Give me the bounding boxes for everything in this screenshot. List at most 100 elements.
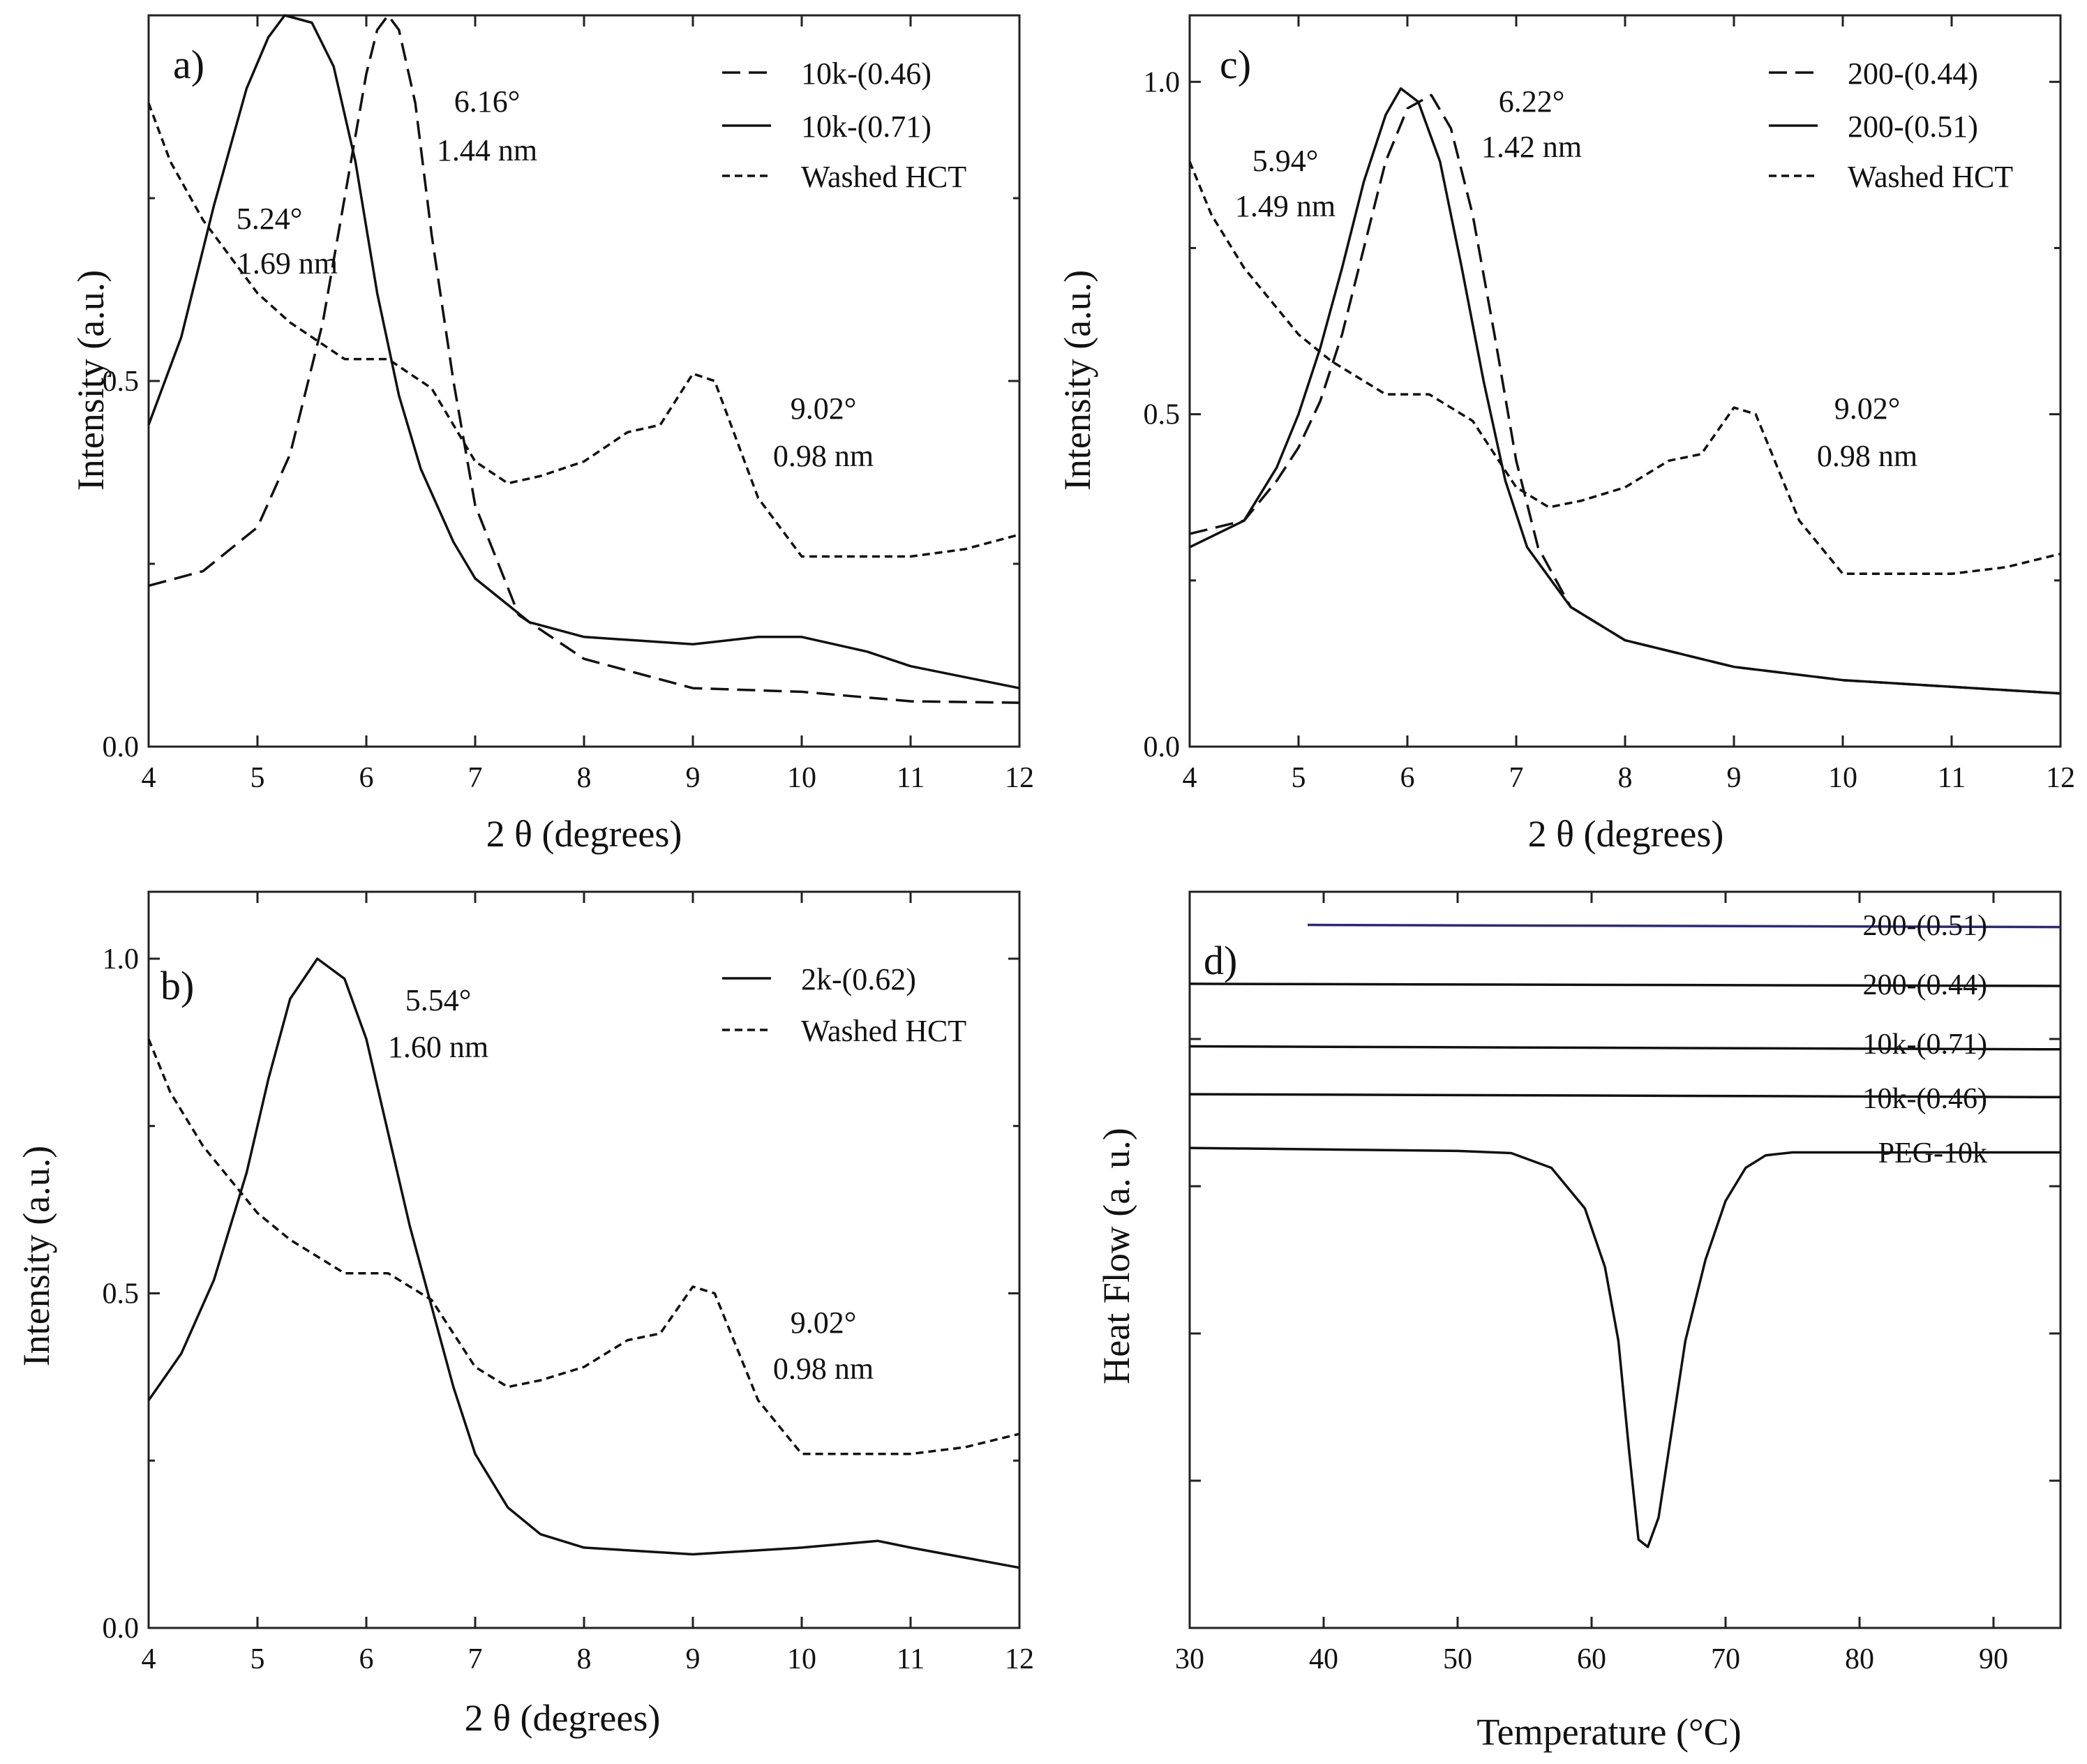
- panel-a: 4 5 6 7 8 9 10 11 12 0.0 0.5 a) 2 θ (degrees) Int…: [70, 14, 1034, 855]
- panel-d-series: [1189, 923, 2061, 1548]
- panel-c-legend-label-2: 200-(0.51): [1848, 110, 1978, 144]
- panel-c-legend-label-3: Washed HCT: [1848, 160, 2013, 194]
- panel-c-xtick-label-8: 12: [2046, 762, 2075, 794]
- panel-a-legend-label-2: 10k-(0.71): [801, 110, 932, 144]
- panel-d: 30 40 50 60 70 80 90 d) Temperature (°C) Heat …: [1095, 890, 2062, 1753]
- panel-a-xtick-label-1: 5: [250, 762, 265, 794]
- panel-a-annotation-3-line1: 9.02°: [791, 391, 857, 426]
- panel-a-yticks: 0.0 0.5: [103, 14, 1019, 763]
- panel-c-series: [1188, 87, 2061, 695]
- panel-a-legend-label-1: 10k-(0.46): [801, 57, 932, 91]
- panel-a-annotation-2-line2: 1.44 nm: [437, 133, 537, 167]
- panel-c-xtick-label-0: 4: [1183, 762, 1197, 794]
- panel-a-series-10k-0-71: [147, 14, 1020, 689]
- panel-b-xlabel: 2 θ (degrees): [465, 1697, 661, 1739]
- panel-c-ytick-label-0: 0.0: [1144, 731, 1181, 763]
- panel-a-ylabel: Intensity (a.u.): [70, 270, 112, 491]
- panel-b-xtick-label-2: 6: [359, 1643, 374, 1675]
- panel-b-frame: [147, 890, 1021, 1629]
- panel-b-xtick-label-4: 8: [577, 1643, 592, 1675]
- panel-b-ytick-label-1: 0.5: [103, 1278, 140, 1310]
- panel-a-annotation-1-line1: 5.24°: [237, 202, 303, 236]
- panel-b-series: [147, 957, 1020, 1569]
- panel-b-series-washed-hct: [147, 1038, 1020, 1456]
- panel-a-series-10k-0-46: [148, 14, 1020, 704]
- panel-c-xticks: 4 5 6 7 8 9 10 11 12: [1183, 15, 2075, 794]
- panel-a-annotation-1-line2: 1.69 nm: [237, 246, 338, 281]
- panel-b-annotation-1-line1: 5.54°: [405, 983, 472, 1017]
- panel-a-xtick-label-3: 7: [468, 762, 483, 794]
- panel-d-series-200-0-51: [1307, 923, 2061, 929]
- panel-b-xtick-label-0: 4: [142, 1643, 156, 1675]
- panel-b-annotation-2-line2: 0.98 nm: [773, 1352, 874, 1386]
- panel-b-ytick-label-2: 1.0: [103, 943, 140, 976]
- panel-d-series-10k-0-71: [1189, 1045, 2061, 1051]
- panel-c-ylabel: Intensity (a.u.): [1056, 270, 1098, 491]
- panel-d-xticks: 30 40 50 60 70 80 90: [1175, 892, 2008, 1675]
- panel-b-label: b): [160, 963, 194, 1008]
- panel-c-series-washed-hct: [1188, 160, 2061, 576]
- panel-a-xtick-label-5: 9: [686, 762, 701, 794]
- panel-b-xtick-label-1: 5: [250, 1643, 265, 1675]
- panel-a-legend-label-3: Washed HCT: [801, 160, 966, 194]
- panel-a-annotation-2-line1: 6.16°: [454, 84, 521, 119]
- panel-d-ylabel: Heat Flow (a. u.): [1095, 1128, 1137, 1384]
- panel-a-ytick-label-1: 0.5: [103, 366, 140, 398]
- panel-c-yticks: 0.0 0.5 1.0: [1144, 66, 2060, 763]
- panel-c: 4 5 6 7 8 9 10 11 12 0.00.51.0 c) 2 θ (degrees) …: [1056, 14, 2075, 855]
- panel-d-label: d): [1204, 938, 1237, 983]
- panel-d-label-200-044: 200-(0.44): [1863, 969, 1987, 1001]
- panel-d-series-peg-10k: [1189, 1146, 2060, 1548]
- panel-a-annotation-3-line2: 0.98 nm: [773, 439, 874, 473]
- panel-a-label: a): [173, 42, 204, 87]
- panel-b-xtick-label-6: 10: [787, 1643, 816, 1675]
- panel-a-xtick-label-6: 10: [787, 762, 816, 794]
- panel-c-series-200-0-51: [1189, 87, 2061, 695]
- panel-b-yticks: 0.0 0.5 1.0: [103, 943, 1019, 1645]
- panel-a-xtick-label-2: 6: [359, 762, 374, 794]
- panel-a-xtick-label-7: 11: [897, 762, 925, 794]
- panel-b-xticks: 4 5 6 7 8 9 10 11 12: [142, 892, 1034, 1675]
- panel-c-xtick-label-2: 6: [1400, 762, 1415, 794]
- panel-b-xtick-label-7: 11: [897, 1643, 925, 1675]
- panel-d-xtick-label-1: 40: [1309, 1643, 1338, 1675]
- panel-d-label-200-051: 200-(0.51): [1863, 910, 1987, 942]
- panel-d-xlabel: Temperature (°C): [1476, 1711, 1741, 1753]
- panel-d-label-peg-10k: PEG-10k: [1878, 1137, 1987, 1169]
- panel-c-annotation-3-line1: 9.02°: [1834, 391, 1901, 426]
- panel-b-series-2k-0-62: [147, 957, 1020, 1569]
- panel-c-annotation-1-line1: 5.94°: [1252, 144, 1319, 178]
- panel-c-annotation-1-line2: 1.49 nm: [1235, 189, 1336, 223]
- panel-b: 4 5 6 7 8 9 10 11 12 0.00.51.0 b) 2 θ (degrees) …: [15, 890, 1034, 1739]
- panel-a-series: [147, 14, 1020, 704]
- panel-a-series-washed-hct: [147, 103, 1020, 558]
- panel-c-label: c): [1220, 42, 1251, 87]
- panel-c-ytick-label-1: 0.5: [1144, 399, 1181, 431]
- panel-d-label-10k-071: 10k-(0.71): [1863, 1029, 1987, 1061]
- panel-d-frame: [1188, 890, 2062, 1629]
- panel-d-xtick-label-5: 80: [1845, 1643, 1874, 1675]
- panel-c-xtick-label-7: 11: [1938, 762, 1966, 794]
- panel-b-xtick-label-5: 9: [686, 1643, 701, 1675]
- panel-d-label-10k-046: 10k-(0.46): [1863, 1083, 1987, 1115]
- panel-c-xtick-label-4: 8: [1618, 762, 1633, 794]
- panel-d-yticks: [1190, 890, 2060, 1482]
- panel-a-xtick-label-4: 8: [577, 762, 592, 794]
- panel-b-ytick-label-0: 0.0: [103, 1613, 140, 1645]
- panel-d-xtick-label-6: 90: [1979, 1643, 2008, 1675]
- panel-c-legend-label-1: 200-(0.44): [1848, 57, 1978, 91]
- panel-c-xtick-label-3: 7: [1509, 762, 1524, 794]
- panel-c-xtick-label-5: 9: [1727, 762, 1742, 794]
- panel-b-ylabel: Intensity (a.u.): [15, 1146, 57, 1366]
- panel-b-annotation-2-line1: 9.02°: [791, 1306, 857, 1340]
- panel-c-annotation-2-line1: 6.22°: [1499, 84, 1565, 119]
- panel-b-annotation-1-line2: 1.60 nm: [388, 1030, 488, 1064]
- panel-b-legend-label-1: 2k-(0.62): [801, 962, 916, 996]
- panel-d-series-200-0-44: [1189, 982, 2061, 987]
- panel-a-xtick-label-0: 4: [142, 762, 156, 794]
- panel-a-xticks: 4 5 6 7 8 9 10 11 12: [142, 15, 1034, 794]
- panel-c-ytick-label-2: 1.0: [1144, 66, 1181, 98]
- panel-d-xtick-label-3: 60: [1577, 1643, 1606, 1675]
- panel-c-xtick-label-1: 5: [1292, 762, 1306, 794]
